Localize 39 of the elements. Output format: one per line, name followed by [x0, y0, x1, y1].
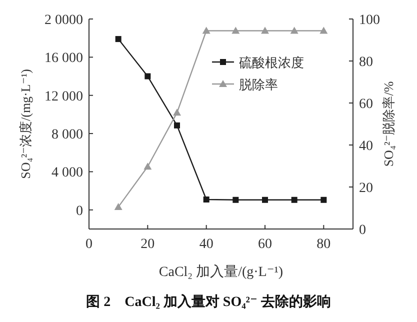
y2-tick-label: 0	[359, 223, 366, 238]
y-tick-label: 8 000	[52, 128, 83, 143]
y2-axis-title: SO₄²⁻脱除率/%	[381, 81, 396, 167]
point	[262, 196, 268, 203]
x-tick-label: 40	[199, 237, 214, 252]
text: 图 2 CaCl₂ 加入量对 SO₄²⁻ 去除的影响	[86, 294, 331, 310]
legend-label: 脱除率	[239, 77, 278, 92]
point	[203, 196, 210, 203]
x-tick-label: 20	[140, 237, 155, 252]
point	[261, 26, 269, 34]
point	[144, 162, 152, 170]
point	[320, 196, 327, 203]
y-tick-label: 4 000	[52, 166, 83, 181]
point	[144, 73, 151, 80]
point	[291, 196, 298, 203]
y-axis-title: SO₄²⁻浓度/(mg·L⁻¹)	[18, 69, 33, 179]
legend-label: 硫酸根浓度	[239, 55, 304, 70]
point	[320, 26, 328, 34]
point	[115, 36, 122, 42]
x-tick-label: 0	[86, 237, 92, 252]
y2-tick-label: 100	[359, 13, 380, 28]
point	[202, 26, 210, 34]
y2-tick-label: 60	[359, 97, 373, 112]
x-tick-label: 60	[258, 237, 272, 252]
y-tick-label: 16 000	[44, 51, 83, 66]
point	[173, 108, 181, 116]
x-tick-label: 80	[316, 237, 331, 252]
y2-tick-label: 80	[359, 55, 373, 70]
y2-tick-label: 40	[359, 139, 373, 154]
x-axis-title: CaCl₂ 加入量/(g·L⁻¹)	[158, 264, 284, 280]
point	[290, 26, 298, 34]
point	[174, 122, 180, 128]
point	[232, 196, 239, 203]
y-tick-label: 2 0000	[44, 13, 83, 28]
point	[114, 202, 122, 210]
point	[232, 26, 240, 34]
y-tick-label: 0	[76, 204, 83, 219]
y2-tick-label: 20	[359, 181, 373, 196]
y-tick-label: 12 000	[44, 89, 83, 104]
